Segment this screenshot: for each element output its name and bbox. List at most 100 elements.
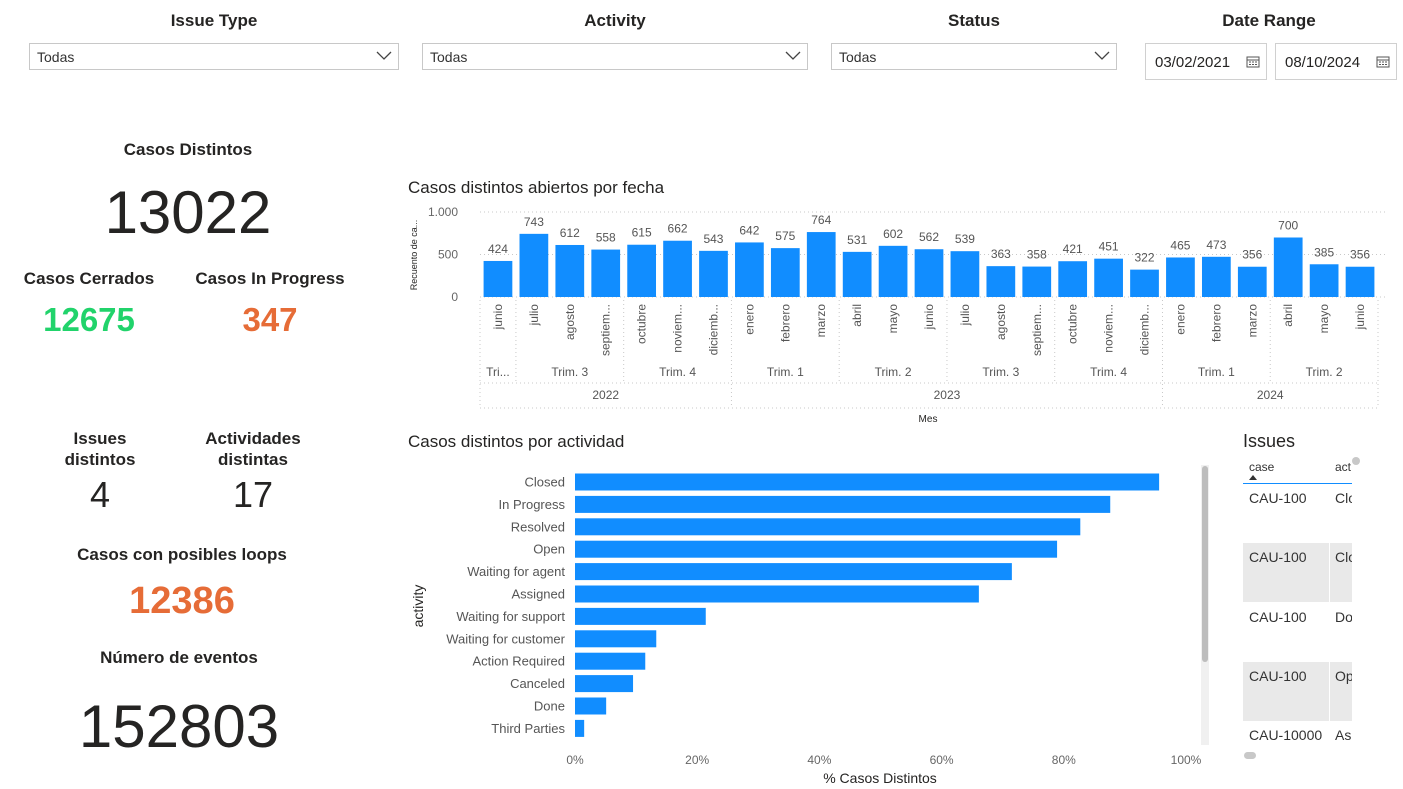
y-tick-label: Assigned: [512, 587, 565, 602]
data-label: 322: [1135, 251, 1155, 265]
x-tick-label: marzo: [1245, 304, 1259, 338]
quarter-label: Trim. 4: [1090, 365, 1127, 379]
y-tick-label: Third Parties: [491, 721, 565, 736]
quarter-label: Trim. 1: [767, 365, 804, 379]
card-value: 4: [89, 474, 111, 515]
header-line: [1243, 483, 1352, 484]
y-tick-label: Waiting for customer: [446, 631, 565, 646]
chevron: [1094, 51, 1110, 60]
filter-label: Status: [948, 11, 1000, 30]
x-tick-label: marzo: [814, 304, 828, 338]
y-tick-label: Canceled: [510, 676, 565, 691]
date-input[interactable]: 08/10/2024: [1275, 43, 1397, 80]
bar: [806, 232, 836, 297]
table-row: [1243, 602, 1352, 662]
data-label: 465: [1170, 238, 1190, 252]
column-divider: [1329, 661, 1330, 721]
bar: [950, 251, 980, 297]
bar: [1058, 261, 1088, 297]
data-label: 642: [739, 223, 759, 237]
bar: [575, 652, 646, 670]
calendar-icon: [1246, 56, 1260, 68]
table-row: [1243, 721, 1352, 758]
scrollbar-thumb[interactable]: [1202, 466, 1208, 662]
x-tick-label: junio: [922, 304, 936, 331]
y-tick-label: In Progress: [499, 497, 566, 512]
x-tick-label: 0%: [566, 753, 584, 767]
y-tick-label: Waiting for agent: [467, 564, 565, 579]
data-label: 358: [1027, 248, 1047, 262]
card-label: Número de eventos: [100, 648, 258, 667]
y-tick-label: 500: [438, 248, 458, 262]
data-label: 385: [1314, 245, 1334, 259]
data-label: 602: [883, 227, 903, 241]
calendar-icon: [1376, 56, 1390, 68]
table-cell: CAU-100: [1249, 667, 1307, 684]
data-label: 356: [1350, 248, 1370, 262]
dropdown[interactable]: Todas: [422, 43, 808, 70]
bar: [842, 251, 872, 297]
dropdown-value: Todas: [839, 49, 877, 65]
x-axis-label: Mes: [919, 414, 938, 425]
year-label: 2023: [934, 388, 961, 402]
x-tick-label: agosto: [563, 304, 577, 340]
bar: [555, 244, 585, 297]
chevron: [785, 51, 801, 60]
dropdown[interactable]: Todas: [831, 43, 1117, 70]
card-value: 13022: [104, 179, 272, 246]
table: case act CAU-100 Clo CAU-100 Clo CAU-100 Do CA…: [1243, 458, 1352, 758]
card-label: Issues distintos: [64, 429, 136, 469]
y-tick-label: 0: [451, 290, 458, 304]
bar: [1345, 266, 1375, 297]
y-tick-label: Closed: [525, 475, 565, 490]
quarter-label: Trim. 2: [875, 365, 912, 379]
x-tick-label: febrero: [778, 304, 792, 342]
table-row: [1243, 484, 1352, 543]
data-label: 451: [1099, 240, 1119, 254]
data-label: 421: [1063, 242, 1083, 256]
data-label: 539: [955, 232, 975, 246]
column-header[interactable]: act: [1335, 460, 1352, 474]
y-axis-label: activity: [410, 585, 426, 628]
date-input[interactable]: 03/02/2021: [1145, 43, 1267, 80]
y-tick-label: 1.000: [428, 205, 458, 219]
data-label: 743: [524, 215, 544, 229]
x-tick-label: septiem...: [1030, 304, 1044, 356]
bar: [575, 563, 1012, 581]
bar: [575, 540, 1058, 558]
x-tick-label: 60%: [930, 753, 954, 767]
x-tick-label: abril: [850, 304, 864, 327]
bar: [575, 719, 585, 737]
y-tick-label: Resolved: [511, 519, 565, 534]
data-label: 575: [775, 229, 795, 243]
x-tick-label: 80%: [1052, 753, 1076, 767]
dropdown[interactable]: Todas: [29, 43, 399, 70]
bar: [575, 675, 634, 693]
table-cell: CAU-100: [1249, 549, 1307, 566]
filter-label: Date Range: [1222, 11, 1316, 30]
y-tick-label: Done: [534, 699, 565, 714]
quarter-label: Trim. 2: [1306, 365, 1343, 379]
table-cell: CAU-10000: [1249, 727, 1323, 744]
bar: [483, 260, 513, 297]
data-label: 356: [1242, 248, 1262, 262]
bar: [1309, 264, 1339, 297]
bar: [1022, 266, 1052, 297]
x-tick-label: abril: [1281, 304, 1295, 327]
x-tick-label: enero: [742, 304, 756, 335]
year-label: 2022: [592, 388, 619, 402]
x-tick-label: diciemb...: [1138, 304, 1152, 355]
table-row: [1243, 543, 1352, 603]
x-tick-label: julio: [958, 304, 972, 327]
bar: [878, 245, 908, 297]
x-tick-label: noviem...: [671, 304, 685, 353]
bar: [575, 495, 1111, 513]
card-label: Casos Distintos: [123, 140, 253, 159]
data-label: 612: [560, 226, 580, 240]
quarter-label: Trim. 1: [1198, 365, 1235, 379]
x-tick-label: octubre: [1066, 304, 1080, 344]
table-cell: Clo: [1335, 490, 1352, 506]
y-tick-label: Open: [533, 542, 565, 557]
card-label: Casos In Progress: [195, 269, 345, 288]
column-header[interactable]: case: [1249, 460, 1275, 474]
